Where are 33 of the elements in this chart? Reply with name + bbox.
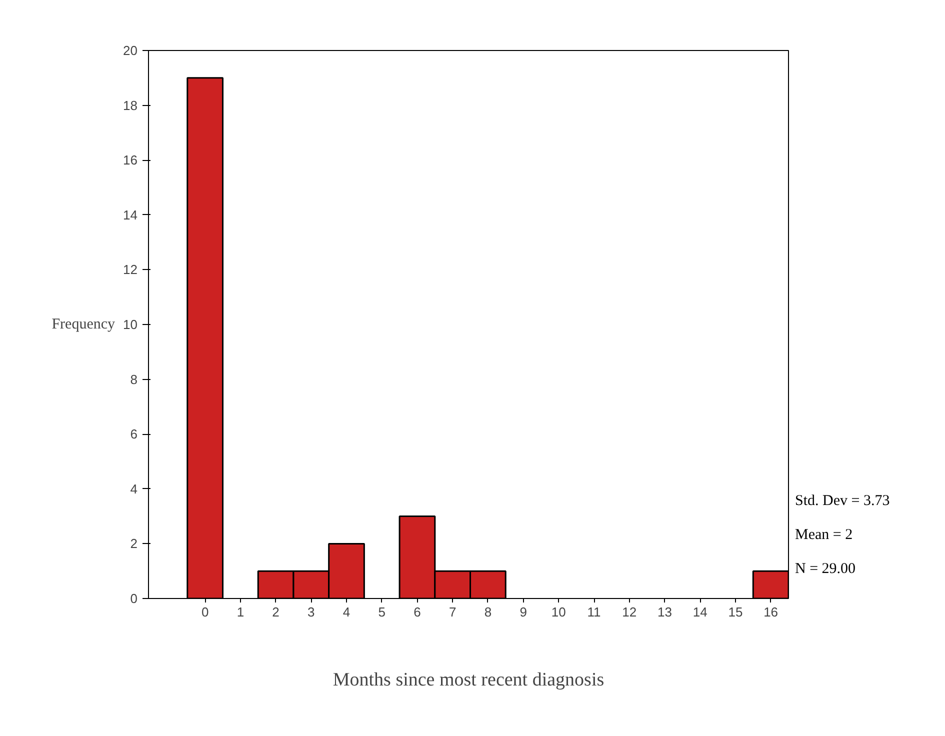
x-tick-label: 12 — [622, 604, 637, 620]
x-tick-label: 9 — [520, 604, 527, 620]
text: Mean = 2 — [795, 526, 854, 545]
y-tick-label: 2 — [130, 536, 138, 552]
y-tick-label: 0 — [130, 591, 138, 606]
x-tick-label: 14 — [692, 604, 708, 620]
x-tick-label: 7 — [448, 604, 456, 620]
x-tick-label: 0 — [201, 604, 209, 620]
x-tick-label: 10 — [551, 604, 566, 620]
x-tick-label: 15 — [728, 604, 743, 620]
y-tick-label: 10 — [123, 317, 138, 332]
x-tick-label: 4 — [342, 604, 350, 620]
y-tick-label: 8 — [130, 372, 138, 387]
x-tick-label: 2 — [272, 604, 280, 620]
y-tick-label: 14 — [123, 207, 138, 222]
x-tick-label: 13 — [658, 604, 672, 620]
y-tick-label: 16 — [123, 152, 138, 168]
x-tick-label: 16 — [764, 604, 778, 620]
y-tick-label: 18 — [123, 98, 138, 113]
y-tick-label: 12 — [123, 262, 138, 278]
y-axis-title: Frequency — [52, 316, 116, 332]
x-tick-label: 11 — [587, 604, 601, 620]
x-tick-label: 1 — [236, 604, 244, 620]
text: Std. Dev = 3.73 — [795, 492, 890, 511]
y-tick-label: 6 — [130, 426, 138, 442]
y-tick-label: 20 — [123, 43, 138, 58]
x-tick-label: 3 — [308, 604, 315, 620]
text: N = 29.00 — [795, 560, 857, 579]
x-tick-label: 6 — [414, 604, 421, 620]
x-axis-title: Months since most recent diagnosis — [332, 670, 604, 690]
x-tick-label: 5 — [378, 604, 386, 620]
x-tick-label: 8 — [484, 604, 492, 620]
y-tick-label: 4 — [130, 481, 138, 496]
